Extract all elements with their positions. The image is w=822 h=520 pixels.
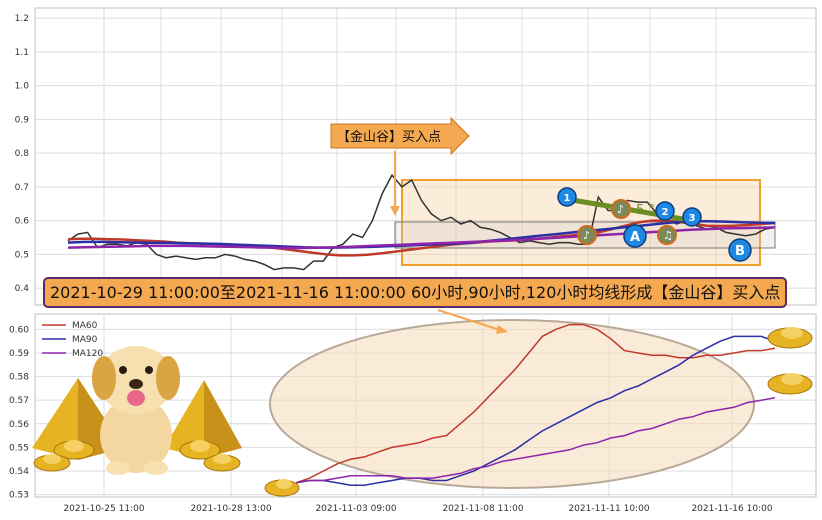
note-icon: ♪ xyxy=(577,225,597,245)
legend-label-ma120: MA120 xyxy=(72,349,103,359)
badge-2: 2 xyxy=(655,201,675,221)
x-tick-label: 2021-11-08 11:00 xyxy=(442,504,523,514)
svg-text:【金山谷】买入点: 【金山谷】买入点 xyxy=(337,129,441,145)
banner-pointer xyxy=(437,309,501,331)
gold-pyramid-icon xyxy=(164,380,242,458)
highlight-ellipse xyxy=(269,319,755,489)
x-tick-label: 2021-11-03 09:00 xyxy=(315,504,396,514)
note-icon: ♪ xyxy=(611,199,631,219)
bottom-series xyxy=(295,323,776,486)
x-tick-label: 2021-10-28 13:00 xyxy=(190,504,271,514)
y-tick-label: 0.53 xyxy=(9,491,29,501)
y-tick-label: 1.0 xyxy=(15,82,30,92)
y-tick-label: 0.58 xyxy=(9,373,29,383)
badge-1: 1 xyxy=(557,187,577,207)
y-tick-label: 0.54 xyxy=(9,467,29,477)
buy-point-callout: 【金山谷】买入点 xyxy=(330,116,470,216)
top-series xyxy=(67,173,776,271)
top-chart-panel: 0.40.50.60.70.80.91.01.11.2 5 ° ♪ ♪ ♫ 1 … xyxy=(15,7,817,306)
x-tick-label: 2021-11-16 10:00 xyxy=(691,504,772,514)
gold-ingot-icon xyxy=(264,479,300,497)
y-tick-label: 1.2 xyxy=(15,14,29,24)
y-tick-label: 0.60 xyxy=(9,325,29,335)
y-tick-label: 0.5 xyxy=(15,250,29,260)
y-tick-label: 1.1 xyxy=(15,48,29,58)
signal-banner: 2021-10-29 11:00:00至2021-11-16 11:00:00 … xyxy=(43,277,787,308)
y-tick-label: 0.8 xyxy=(15,149,30,159)
svg-text:3: 3 xyxy=(689,213,696,224)
series-line-ma90 xyxy=(295,335,776,486)
legend-label-ma60: MA60 xyxy=(72,321,98,331)
bottom-y-axis: 0.53 0.54 0.55 0.56 0.57 0.58 0.59 0.60 xyxy=(9,325,29,500)
series-line-ma120 xyxy=(67,226,776,250)
x-axis: 2021-10-25 11:00 2021-10-28 13:00 2021-11-… xyxy=(63,504,772,514)
svg-text:1: 1 xyxy=(564,193,571,204)
svg-text:A: A xyxy=(630,230,640,245)
y-tick-label: 0.57 xyxy=(9,396,29,406)
series-line-ma120 xyxy=(295,397,776,484)
gold-ingot-icon xyxy=(179,440,241,472)
gold-ingot-icon xyxy=(767,327,813,349)
note-icon: ♫ xyxy=(657,225,677,245)
y-tick-label: 0.9 xyxy=(15,115,30,125)
y-tick-label: 0.59 xyxy=(9,349,29,359)
y-tick-label: 0.56 xyxy=(9,420,29,430)
gold-ingot-icon xyxy=(767,373,813,395)
y-tick-label: 0.6 xyxy=(15,217,30,227)
badge-3: 3 xyxy=(682,207,702,227)
top-plot-area xyxy=(34,7,817,306)
svg-text:2: 2 xyxy=(662,207,669,218)
gold-ingot-icon xyxy=(33,440,95,472)
badge-a: A xyxy=(623,224,647,248)
y-tick-label: 0.55 xyxy=(9,443,29,453)
svg-text:2021-10-29 11:00:00至2021-11-16: 2021-10-29 11:00:00至2021-11-16 11:00:00 … xyxy=(50,283,780,302)
puppy-icon xyxy=(92,346,180,475)
y-tick-label: 0.4 xyxy=(15,284,30,294)
svg-text:♪: ♪ xyxy=(617,203,624,216)
svg-text:♪: ♪ xyxy=(583,229,590,242)
y-tick-label: 0.7 xyxy=(15,183,29,193)
angle-label: 5 ° xyxy=(636,203,655,218)
badge-b: B xyxy=(728,238,752,262)
x-tick-label: 2021-11-11 10:00 xyxy=(568,504,649,514)
x-tick-label: 2021-10-25 11:00 xyxy=(63,504,144,514)
series-line-ma60 xyxy=(295,323,776,484)
svg-text:♫: ♫ xyxy=(663,229,673,242)
svg-text:B: B xyxy=(735,244,745,259)
legend-label-ma90: MA90 xyxy=(72,335,98,345)
top-y-axis: 0.4 0.5 0.6 0.7 0.8 0.9 1.0 1.1 1.2 xyxy=(15,14,30,294)
legend: MA60 MA90 MA120 xyxy=(42,321,103,359)
